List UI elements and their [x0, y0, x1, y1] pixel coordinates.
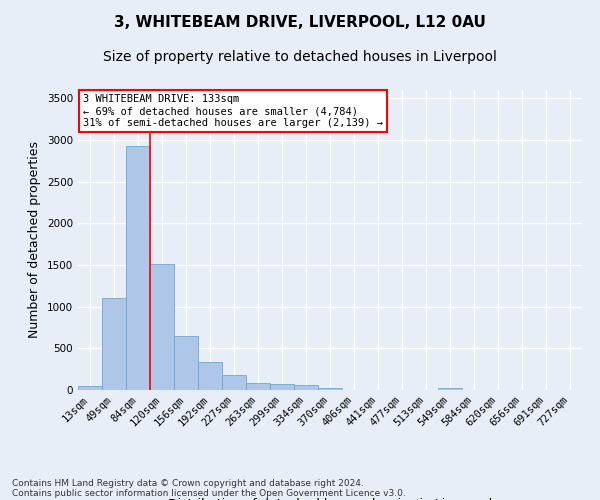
- Y-axis label: Number of detached properties: Number of detached properties: [28, 142, 41, 338]
- Bar: [102, 298, 126, 390]
- Bar: [270, 384, 294, 390]
- Bar: [150, 264, 174, 390]
- Bar: [318, 388, 342, 390]
- Bar: [126, 146, 150, 390]
- Text: 3 WHITEBEAM DRIVE: 133sqm
← 69% of detached houses are smaller (4,784)
31% of se: 3 WHITEBEAM DRIVE: 133sqm ← 69% of detac…: [83, 94, 383, 128]
- Text: Size of property relative to detached houses in Liverpool: Size of property relative to detached ho…: [103, 50, 497, 64]
- Bar: [198, 362, 222, 390]
- Text: 3, WHITEBEAM DRIVE, LIVERPOOL, L12 0AU: 3, WHITEBEAM DRIVE, LIVERPOOL, L12 0AU: [114, 15, 486, 30]
- Bar: [174, 336, 198, 390]
- Bar: [78, 386, 102, 390]
- Text: Contains HM Land Registry data © Crown copyright and database right 2024.: Contains HM Land Registry data © Crown c…: [12, 478, 364, 488]
- X-axis label: Distribution of detached houses by size in Liverpool: Distribution of detached houses by size …: [168, 498, 492, 500]
- Text: Contains public sector information licensed under the Open Government Licence v3: Contains public sector information licen…: [12, 488, 406, 498]
- Bar: [294, 386, 318, 390]
- Bar: [438, 388, 462, 390]
- Bar: [246, 382, 270, 390]
- Bar: [222, 374, 246, 390]
